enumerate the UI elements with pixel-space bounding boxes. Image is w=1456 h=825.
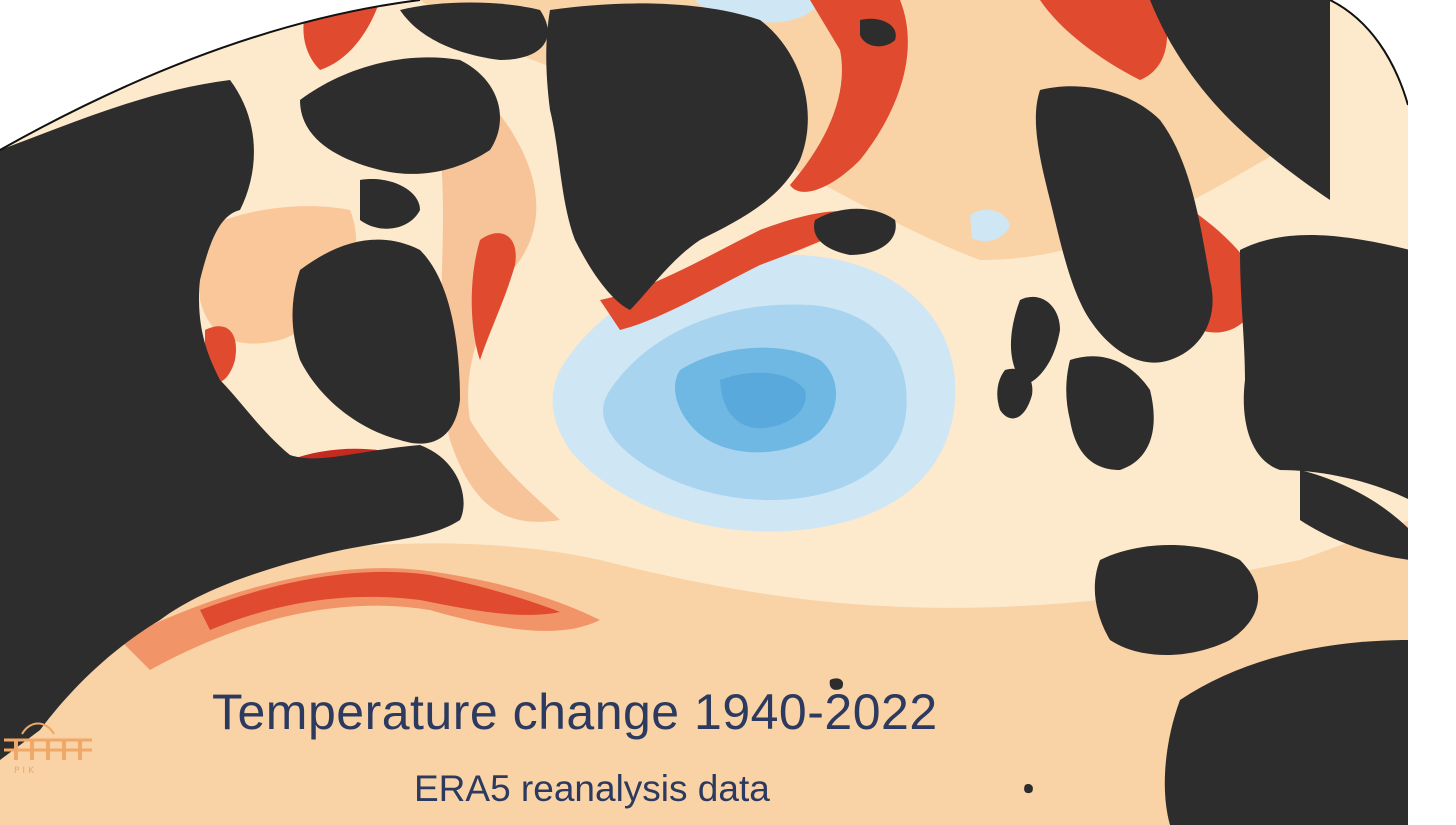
southampton-island: [360, 179, 420, 229]
continental-europe: [1066, 356, 1154, 470]
pik-logo: [4, 722, 92, 760]
warming-hole-core: [720, 372, 806, 429]
svalbard: [860, 18, 896, 47]
greenland: [546, 3, 808, 310]
eastern-europe: [1240, 235, 1408, 500]
cool-patch-east: [970, 209, 1010, 242]
right-margin: [1408, 0, 1456, 825]
globe-outline-right: [1329, 0, 1409, 106]
great-britain: [1010, 296, 1060, 385]
arctic-warm-north: [1040, 0, 1168, 80]
cool-patch-north: [695, 0, 820, 23]
north-africa: [1164, 640, 1408, 825]
italy-balkans: [1300, 470, 1408, 560]
baffin-island: [300, 57, 500, 174]
logo-text: PIK: [14, 766, 37, 776]
azores-islands: [829, 678, 844, 690]
labrador-coast-warm: [471, 233, 516, 360]
scandinavia: [1035, 86, 1213, 363]
canary-islands: [1024, 783, 1033, 794]
greenland-south-coast-warm: [600, 210, 870, 330]
ireland: [997, 368, 1033, 419]
russia-north: [1150, 0, 1330, 200]
labrador-sea-warm: [440, 80, 560, 522]
east-greenland-warm: [790, 0, 908, 192]
ellesmere-island: [400, 2, 548, 60]
iceland: [814, 208, 896, 255]
globe-outline-left: [0, 0, 421, 151]
map-subtitle: ERA5 reanalysis data: [414, 768, 770, 809]
labrador-quebec: [292, 239, 460, 444]
map-title: Temperature change 1940-2022: [212, 684, 938, 740]
north-america: [0, 80, 464, 760]
iberian-peninsula: [1094, 545, 1259, 655]
gulf-stream-strong: [200, 571, 560, 630]
